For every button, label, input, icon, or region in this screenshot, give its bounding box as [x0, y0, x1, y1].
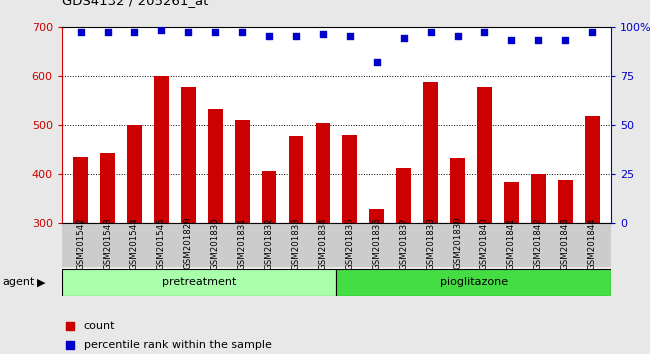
Point	[398, 35, 409, 41]
Point	[65, 342, 75, 348]
Text: agent: agent	[2, 277, 34, 287]
Bar	[450, 158, 465, 223]
Text: pioglitazone: pioglitazone	[439, 277, 508, 287]
Text: ▶: ▶	[36, 277, 46, 287]
Text: percentile rank within the sample: percentile rank within the sample	[84, 340, 272, 350]
Point	[533, 38, 543, 43]
Point	[210, 30, 220, 35]
Text: GDS4132 / 205261_at: GDS4132 / 205261_at	[62, 0, 208, 7]
Point	[425, 30, 436, 35]
Bar	[477, 87, 492, 223]
Point	[479, 30, 489, 35]
Bar	[315, 123, 330, 223]
Bar	[585, 116, 599, 223]
FancyBboxPatch shape	[337, 269, 611, 296]
Point	[344, 34, 355, 39]
Bar	[73, 157, 88, 223]
Bar	[181, 87, 196, 223]
Bar	[100, 153, 115, 223]
Text: count: count	[84, 321, 115, 331]
Text: pretreatment: pretreatment	[162, 277, 236, 287]
Bar	[423, 81, 438, 223]
Bar	[396, 167, 411, 223]
Point	[318, 32, 328, 37]
Bar	[154, 76, 169, 223]
Point	[587, 30, 597, 35]
Bar	[558, 180, 573, 223]
Point	[183, 30, 194, 35]
Bar	[208, 109, 222, 223]
Bar	[343, 135, 358, 223]
Bar	[531, 174, 546, 223]
Point	[65, 323, 75, 329]
Point	[506, 38, 517, 43]
Bar	[127, 125, 142, 223]
Point	[264, 34, 274, 39]
Point	[156, 28, 166, 33]
Bar	[289, 136, 304, 223]
Point	[372, 59, 382, 65]
Bar	[262, 171, 276, 223]
Bar	[235, 120, 250, 223]
Point	[75, 30, 86, 35]
Point	[102, 30, 112, 35]
Bar	[369, 209, 384, 223]
Point	[237, 30, 248, 35]
Point	[291, 34, 301, 39]
Point	[560, 38, 571, 43]
FancyBboxPatch shape	[62, 269, 337, 296]
Bar	[504, 182, 519, 223]
Point	[129, 30, 140, 35]
Point	[452, 34, 463, 39]
